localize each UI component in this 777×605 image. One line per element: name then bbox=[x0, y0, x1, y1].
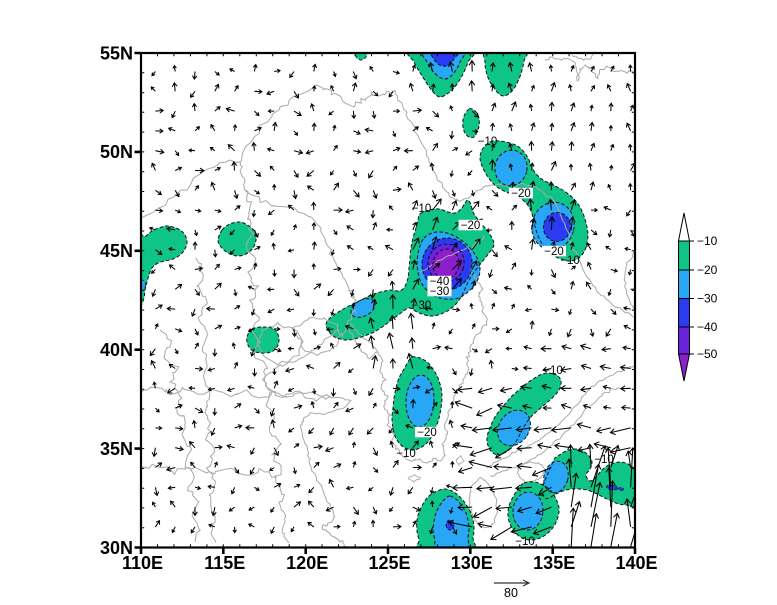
svg-text:35N: 35N bbox=[100, 439, 133, 459]
svg-text:40N: 40N bbox=[100, 340, 133, 360]
svg-text:50N: 50N bbox=[100, 142, 133, 162]
svg-text:−50: −50 bbox=[697, 347, 718, 361]
svg-text:140E: 140E bbox=[615, 553, 657, 573]
svg-text:−10: −10 bbox=[560, 255, 580, 267]
svg-text:−30: −30 bbox=[412, 300, 432, 312]
svg-text:−30: −30 bbox=[430, 286, 450, 298]
svg-text:130E: 130E bbox=[451, 553, 493, 573]
svg-text:−10: −10 bbox=[478, 136, 498, 148]
svg-text:−40: −40 bbox=[430, 276, 450, 288]
svg-text:−10: −10 bbox=[543, 365, 563, 377]
svg-text:−40: −40 bbox=[697, 320, 718, 334]
svg-text:−20: −20 bbox=[417, 427, 437, 439]
svg-text:−10: −10 bbox=[697, 234, 718, 248]
svg-text:45N: 45N bbox=[100, 241, 133, 261]
svg-text:−10: −10 bbox=[515, 536, 535, 548]
svg-text:−20: −20 bbox=[511, 188, 531, 200]
svg-text:−10: −10 bbox=[396, 448, 416, 460]
svg-text:−20: −20 bbox=[461, 220, 481, 232]
svg-text:120E: 120E bbox=[286, 553, 328, 573]
svg-text:125E: 125E bbox=[368, 553, 410, 573]
svg-text:135E: 135E bbox=[533, 553, 575, 573]
svg-text:80: 80 bbox=[504, 586, 518, 600]
svg-text:115E: 115E bbox=[204, 553, 245, 573]
svg-text:−30: −30 bbox=[697, 292, 718, 306]
svg-text:−20: −20 bbox=[697, 263, 718, 277]
svg-text:30N: 30N bbox=[100, 538, 133, 558]
svg-text:55N: 55N bbox=[100, 43, 133, 63]
svg-text:−10: −10 bbox=[594, 454, 614, 466]
svg-text:−20: −20 bbox=[544, 246, 564, 258]
svg-text:110E: 110E bbox=[122, 553, 163, 573]
svg-text:−10: −10 bbox=[412, 203, 432, 215]
